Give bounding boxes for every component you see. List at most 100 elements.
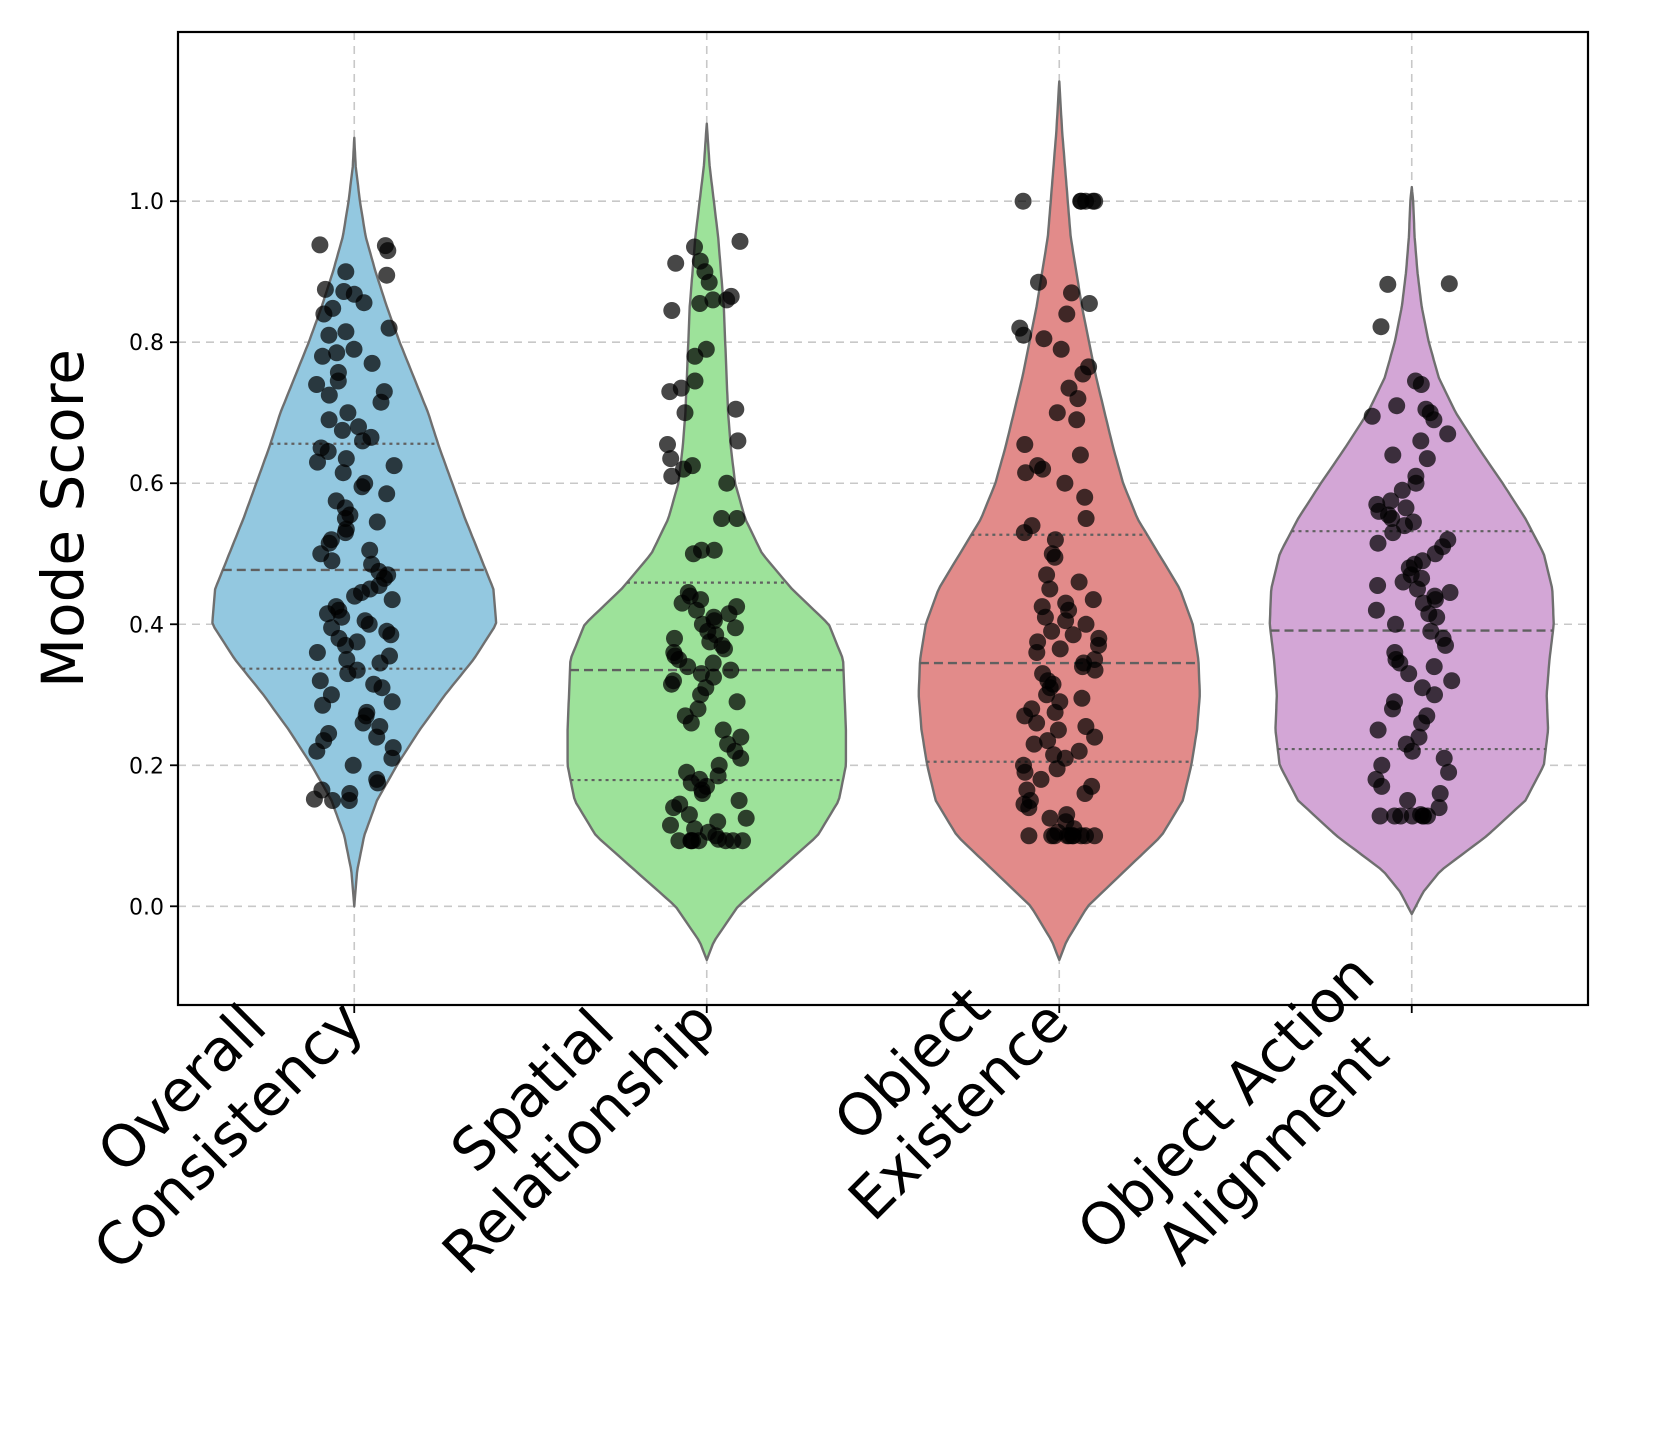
data-point <box>692 686 710 704</box>
data-point <box>722 661 740 679</box>
data-point <box>1076 785 1094 802</box>
data-point <box>1422 622 1440 640</box>
data-point <box>1056 474 1074 492</box>
data-point <box>308 742 326 760</box>
data-point <box>324 792 342 809</box>
data-point <box>314 347 331 365</box>
data-point <box>1071 446 1089 464</box>
data-point <box>689 700 707 718</box>
violin-2 <box>917 80 1201 962</box>
data-point <box>705 541 723 559</box>
data-point <box>1367 601 1385 619</box>
y-tick-label: 0.4 <box>129 613 164 638</box>
data-point <box>1074 365 1092 383</box>
data-point <box>1387 615 1404 633</box>
data-point <box>319 443 337 460</box>
data-point <box>1383 510 1401 527</box>
data-point <box>316 280 334 298</box>
data-point <box>1035 330 1053 348</box>
data-point <box>360 615 378 633</box>
data-point <box>385 457 403 475</box>
data-point <box>378 266 396 284</box>
data-point <box>1369 577 1387 594</box>
data-point <box>334 464 352 482</box>
grid <box>178 32 1588 1005</box>
data-point <box>333 608 351 626</box>
data-point <box>1046 548 1064 566</box>
data-point <box>1400 665 1418 683</box>
data-point <box>1073 689 1091 707</box>
data-point <box>1384 446 1402 464</box>
data-point <box>1069 390 1087 408</box>
data-point <box>1036 608 1054 626</box>
data-point <box>680 806 698 824</box>
data-point <box>311 236 329 254</box>
data-point <box>1084 192 1102 210</box>
data-point <box>1043 622 1061 640</box>
data-point <box>686 347 704 365</box>
data-point <box>1070 573 1088 591</box>
data-point <box>1020 827 1038 845</box>
data-point <box>1084 591 1102 609</box>
data-point <box>1039 732 1057 750</box>
data-point <box>1016 436 1034 453</box>
data-point <box>1070 742 1088 760</box>
data-point <box>1382 492 1400 510</box>
data-point <box>663 675 680 693</box>
data-point <box>380 319 398 337</box>
y-tick-label: 0.2 <box>129 754 164 779</box>
data-point <box>1440 275 1458 293</box>
data-point <box>728 693 746 711</box>
data-point <box>329 372 347 390</box>
data-point <box>339 404 357 422</box>
data-point <box>1080 295 1098 312</box>
data-point <box>670 832 688 850</box>
data-point <box>1384 700 1401 718</box>
data-point <box>305 790 323 808</box>
axes-frame <box>176 30 1590 1007</box>
data-point <box>328 344 346 362</box>
data-point <box>1077 615 1095 633</box>
data-point <box>682 832 700 850</box>
data-point <box>1052 340 1070 358</box>
data-point <box>1057 612 1075 630</box>
data-point <box>1369 534 1387 552</box>
data-point <box>1425 411 1443 429</box>
data-point <box>1028 644 1046 661</box>
data-point <box>320 411 338 429</box>
data-point <box>1030 273 1047 291</box>
data-point <box>1038 686 1056 704</box>
y-tick-label: 0.0 <box>129 895 164 920</box>
data-point <box>666 629 683 647</box>
data-point <box>729 432 747 450</box>
data-point <box>1431 785 1449 802</box>
data-point <box>663 467 681 485</box>
data-point <box>1415 807 1432 825</box>
data-point <box>355 294 373 312</box>
data-point <box>361 541 379 559</box>
data-point <box>383 693 401 711</box>
y-tick-label: 0.6 <box>129 472 164 497</box>
data-point <box>1441 584 1459 601</box>
data-point <box>1439 425 1457 443</box>
data-point <box>1086 661 1104 679</box>
data-point <box>1403 742 1421 760</box>
data-point <box>1363 407 1381 425</box>
data-point <box>732 728 750 746</box>
data-point <box>717 832 735 850</box>
data-point <box>1051 640 1069 658</box>
data-point <box>1015 326 1033 344</box>
data-point <box>1443 672 1461 690</box>
data-point <box>383 749 401 767</box>
y-tick-label: 0.8 <box>129 331 164 356</box>
data-point <box>1016 763 1034 781</box>
data-point <box>368 513 386 531</box>
data-point <box>1041 809 1059 827</box>
data-point <box>373 679 391 697</box>
data-point <box>673 594 691 612</box>
data-point <box>1410 728 1428 746</box>
data-point <box>1034 460 1052 478</box>
data-point <box>663 302 681 319</box>
data-point <box>1393 481 1411 499</box>
data-point <box>308 376 326 393</box>
